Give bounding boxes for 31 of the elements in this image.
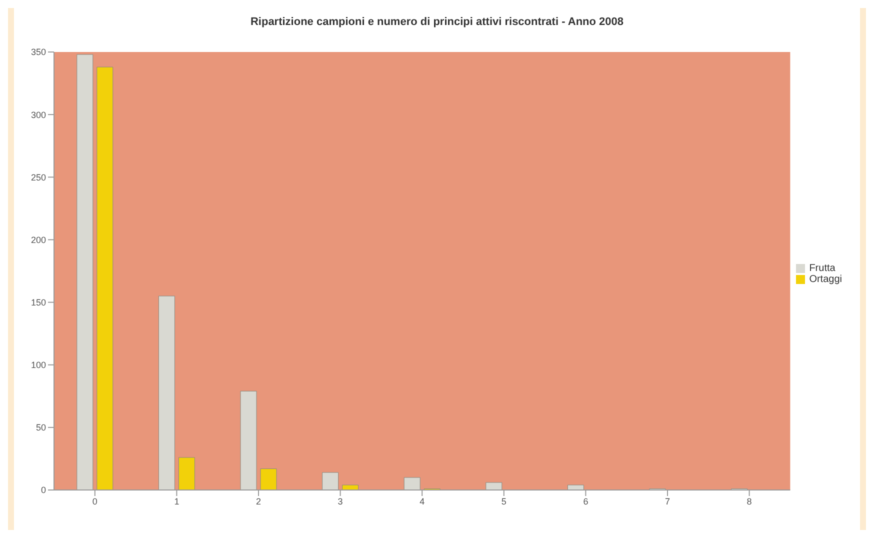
bar — [322, 472, 339, 490]
y-tick-label: 100 — [30, 360, 46, 370]
x-tick-label: 0 — [92, 496, 98, 506]
bar — [404, 477, 420, 490]
bar — [178, 457, 195, 490]
x-tick-label: 7 — [664, 496, 670, 506]
y-tick-label: 50 — [36, 422, 46, 433]
bar — [96, 66, 114, 490]
x-tick-label: 5 — [501, 496, 506, 506]
y-tick-label: 300 — [30, 110, 46, 120]
bar — [158, 296, 175, 490]
y-tick-label: 150 — [30, 297, 46, 308]
x-tick-label: 4 — [420, 496, 425, 506]
bar — [486, 482, 502, 490]
x-tick-label: 8 — [746, 496, 752, 506]
legend-label: Ortaggi — [809, 274, 842, 285]
y-tick-label: 0 — [40, 485, 46, 496]
y-tick-label: 350 — [30, 47, 46, 58]
x-tick-label: 6 — [583, 496, 588, 506]
bar — [567, 484, 584, 490]
y-tick-label: 250 — [30, 172, 46, 182]
bar — [342, 484, 359, 490]
chart-title: Ripartizione campioni e numero di principi attivi riscontrati - Anno 2008 — [249, 15, 625, 28]
bar — [260, 468, 277, 490]
legend-label: Frutta — [809, 263, 836, 274]
x-tick-label: 1 — [174, 496, 180, 506]
y-tick-label: 200 — [30, 234, 46, 245]
x-tick-label: 2 — [256, 496, 262, 506]
x-tick-label: 3 — [338, 496, 343, 506]
bar — [240, 390, 257, 490]
bar — [76, 54, 94, 490]
